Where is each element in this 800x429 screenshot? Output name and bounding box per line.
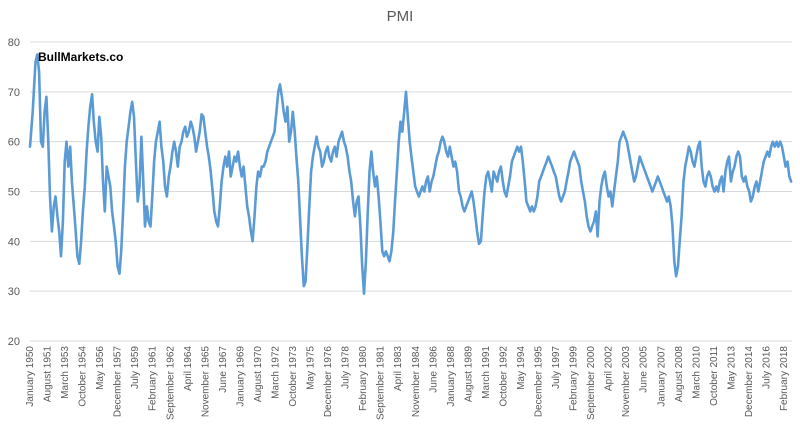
- x-tick-label: January 1969: [235, 346, 246, 407]
- x-tick-label: June 1967: [218, 346, 229, 393]
- x-tick-label: August 1951: [43, 346, 54, 403]
- x-tick-label: September 1981: [376, 346, 387, 420]
- x-tick-label: May 1975: [306, 346, 317, 390]
- x-tick-label: March 2010: [691, 346, 702, 399]
- x-tick-label: April 2002: [604, 346, 615, 391]
- y-tick-label: 30: [8, 286, 20, 298]
- pmi-series-line: [28, 53, 793, 296]
- x-tick-label: February 1980: [358, 346, 369, 411]
- x-tick-label: July 2016: [761, 346, 772, 389]
- x-tick-label: July 1978: [341, 346, 352, 389]
- series-group: [28, 53, 793, 296]
- x-tick-label: December 1995: [534, 346, 545, 418]
- x-tick-label: October 1954: [78, 346, 89, 407]
- x-tick-label: March 1953: [60, 346, 71, 399]
- x-tick-label: June 1986: [428, 346, 439, 393]
- y-tick-label: 70: [8, 87, 20, 99]
- y-tick-label: 40: [8, 236, 20, 248]
- x-tick-label: July 1959: [130, 346, 141, 389]
- x-tick-label: October 2011: [709, 346, 720, 406]
- y-axis-ticks: 20 30 40 50 60 70 80: [8, 37, 20, 348]
- x-axis-ticks: January 1950 August 1951 March 1953 October…: [25, 346, 790, 420]
- x-tick-label: May 1994: [516, 346, 527, 390]
- x-tick-label: May 1956: [95, 346, 106, 390]
- x-tick-label: February 1961: [148, 346, 159, 411]
- x-tick-label: September 1962: [165, 346, 176, 420]
- y-tick-label: 80: [8, 37, 20, 49]
- x-tick-label: December 1957: [113, 346, 124, 418]
- x-tick-label: September 2000: [586, 346, 597, 420]
- x-tick-label: December 2014: [744, 346, 755, 418]
- y-tick-label: 50: [8, 187, 20, 199]
- x-tick-label: July 1997: [551, 346, 562, 389]
- x-tick-label: March 1991: [481, 346, 492, 399]
- x-tick-label: August 1989: [463, 346, 474, 403]
- x-tick-label: November 1984: [411, 346, 422, 418]
- x-tick-label: November 1965: [200, 346, 211, 418]
- x-tick-label: February 2018: [779, 346, 790, 411]
- x-tick-label: January 1988: [446, 346, 457, 407]
- x-tick-label: April 1964: [183, 346, 194, 391]
- x-tick-label: April 1983: [393, 346, 404, 391]
- x-tick-label: November 2003: [621, 346, 632, 418]
- x-tick-label: January 2007: [656, 346, 667, 407]
- x-tick-label: February 1999: [569, 346, 580, 411]
- x-tick-label: October 1992: [498, 346, 509, 407]
- x-tick-label: October 1973: [288, 346, 299, 407]
- x-tick-label: August 2008: [674, 346, 685, 403]
- y-tick-label: 60: [8, 137, 20, 149]
- chart-title: PMI: [387, 8, 414, 25]
- watermark-label: BullMarkets.co: [38, 50, 123, 64]
- x-tick-label: May 2013: [726, 346, 737, 390]
- y-tick-label: 20: [8, 336, 20, 348]
- x-tick-label: March 1972: [270, 346, 281, 399]
- x-tick-label: June 2005: [639, 346, 650, 393]
- x-tick-label: August 1970: [253, 346, 264, 403]
- x-tick-label: January 1950: [25, 346, 36, 407]
- x-tick-label: December 1976: [323, 346, 334, 418]
